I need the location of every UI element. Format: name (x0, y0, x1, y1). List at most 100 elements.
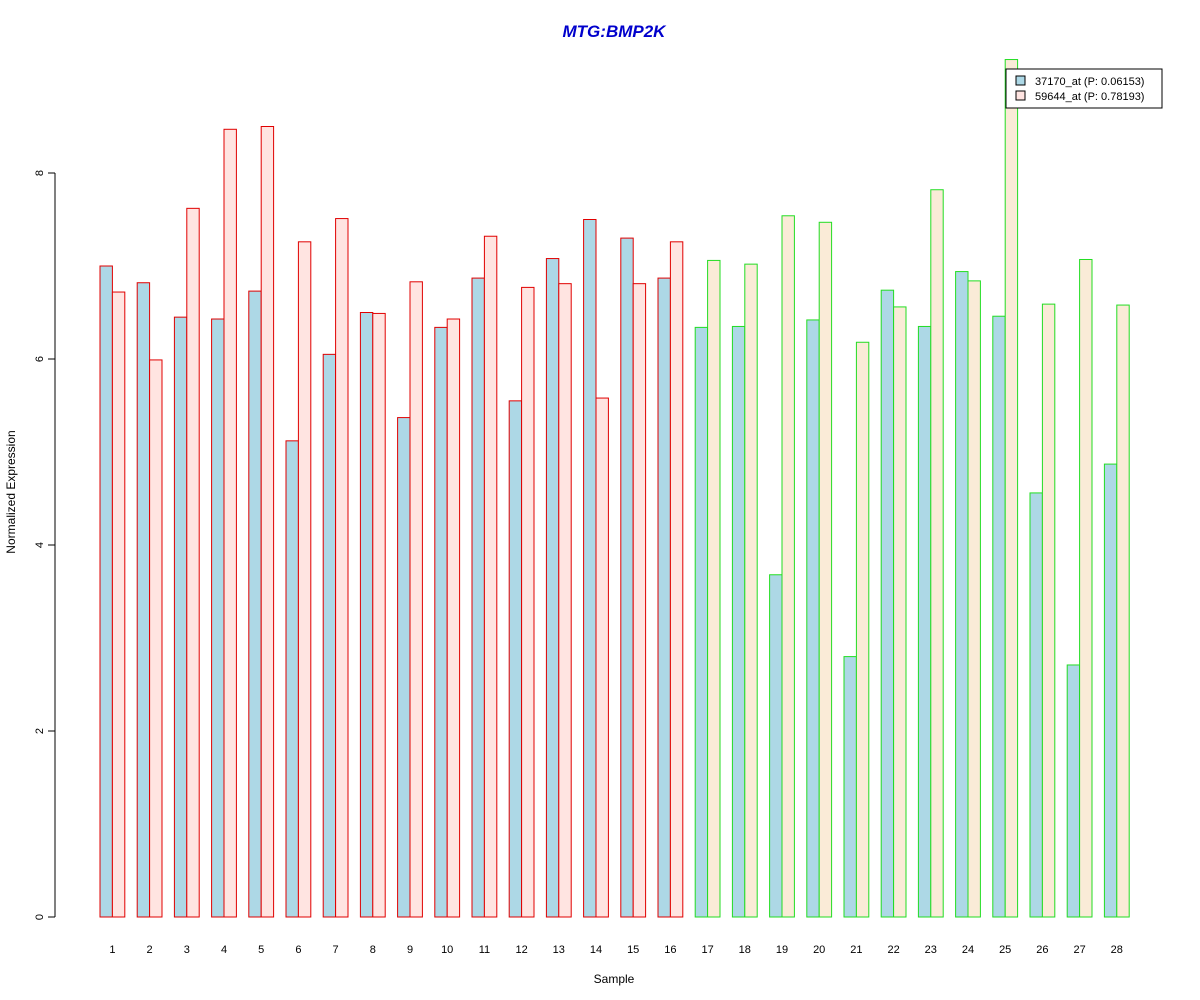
bar-37170-sample-28 (1103, 463, 1118, 918)
bar-37170-sample-24 (955, 271, 969, 918)
x-tick-label-14: 14 (590, 944, 602, 956)
bar-37170-sample-14 (583, 219, 597, 918)
bar-59644-sample-26 (1041, 303, 1056, 918)
y-tick-label-0: 0 (34, 914, 46, 920)
bar-59644-sample-11 (483, 235, 498, 918)
bar-59644-sample-20 (818, 221, 833, 918)
bar-59644-sample-4 (223, 128, 237, 918)
x-tick-label-13: 13 (553, 944, 565, 956)
x-tick-label-12: 12 (515, 944, 527, 956)
x-tick-label-7: 7 (333, 944, 339, 956)
x-tick-label-6: 6 (295, 944, 301, 956)
x-tick-label-23: 23 (925, 944, 937, 956)
bar-59644-sample-8 (372, 312, 386, 918)
bar-59644-sample-1 (111, 291, 126, 918)
y-tick-label-8: 8 (34, 170, 46, 176)
x-tick-label-17: 17 (701, 944, 713, 956)
legend-swatch-series-2 (1015, 90, 1026, 101)
y-tick-label-6: 6 (34, 356, 46, 362)
legend-label-series-2: 59644_at (P: 0.78193) (1035, 91, 1144, 103)
bar-37170-sample-21 (843, 656, 857, 918)
x-tick-label-11: 11 (479, 944, 490, 956)
x-tick-label-28: 28 (1111, 944, 1123, 956)
bar-59644-sample-13 (558, 283, 572, 918)
bar-59644-sample-27 (1079, 258, 1093, 918)
x-axis-labels: 1 2 3 4 5 6 7 8 9 10 11 12 13 14 15 16 17 18 19 20 21 22 23 24 2… (109, 944, 1123, 956)
y-tick-label-2: 2 (34, 728, 46, 734)
bar-59644-sample-10 (446, 318, 461, 918)
bar-37170-sample-20 (806, 319, 820, 918)
bar-37170-sample-16 (657, 277, 671, 918)
bar-37170-sample-1 (99, 265, 113, 918)
bar-37170-sample-5 (248, 290, 262, 918)
bar-37170-sample-4 (211, 318, 225, 918)
x-tick-label-26: 26 (1036, 944, 1048, 956)
x-tick-label-27: 27 (1073, 944, 1085, 956)
bar-59644-sample-9 (409, 281, 423, 918)
bar-37170-sample-9 (397, 417, 411, 918)
bar-59644-sample-18 (744, 263, 758, 918)
bar-59644-sample-25 (1004, 59, 1019, 918)
x-tick-label-15: 15 (627, 944, 639, 956)
bar-37170-sample-3 (173, 316, 188, 918)
bar-37170-sample-12 (508, 400, 523, 918)
legend-swatch-series-1 (1015, 75, 1026, 86)
x-tick-label-19: 19 (776, 944, 788, 956)
x-tick-label-21: 21 (850, 944, 862, 956)
x-tick-label-20: 20 (813, 944, 825, 956)
bar-37170-sample-23 (917, 325, 932, 918)
x-tick-label-1: 1 (109, 944, 115, 956)
bar-59644-sample-7 (335, 218, 349, 918)
x-tick-label-4: 4 (221, 944, 227, 956)
x-tick-label-18: 18 (739, 944, 751, 956)
legend-box (1005, 68, 1163, 109)
bar-59644-sample-16 (669, 241, 684, 918)
bar-59644-sample-5 (260, 126, 275, 918)
x-tick-label-10: 10 (441, 944, 453, 956)
x-tick-label-5: 5 (258, 944, 264, 956)
bar-37170-sample-27 (1066, 664, 1081, 918)
x-tick-label-16: 16 (664, 944, 676, 956)
bar-37170-sample-2 (136, 282, 151, 918)
bar-37170-sample-18 (731, 325, 746, 918)
bar-37170-sample-8 (359, 312, 374, 918)
bar-37170-sample-26 (1029, 492, 1043, 918)
x-tick-label-3: 3 (184, 944, 190, 956)
bar-37170-sample-11 (471, 277, 485, 918)
legend-label-series-1: 37170_at (P: 0.06153) (1035, 76, 1144, 88)
bar-59644-sample-2 (149, 359, 163, 918)
x-tick-label-22: 22 (887, 944, 899, 956)
chart-title: MTG:BMP2K (563, 22, 668, 41)
y-axis-label: Normalized Expression (4, 430, 18, 553)
bar-59644-sample-23 (930, 189, 944, 918)
bar-59644-sample-14 (595, 397, 609, 918)
bar-37170-sample-25 (992, 315, 1006, 918)
bar-37170-sample-15 (620, 237, 634, 918)
x-tick-label-9: 9 (407, 944, 413, 956)
y-tick-label-4: 4 (34, 542, 46, 548)
bar-37170-sample-6 (285, 440, 299, 918)
bar-37170-sample-19 (769, 574, 783, 918)
legend: 37170_at (P: 0.06153) 59644_at (P: 0.781… (1005, 68, 1163, 109)
x-axis-label: Sample (594, 972, 635, 986)
bar-37170-sample-17 (694, 326, 709, 918)
x-tick-label-2: 2 (147, 944, 153, 956)
bar-59644-sample-6 (297, 241, 312, 918)
y-axis: 0 2 4 6 8 (34, 170, 56, 920)
bar-37170-sample-10 (434, 326, 448, 918)
bar-59644-sample-17 (707, 259, 721, 918)
bar-37170-sample-13 (545, 258, 560, 918)
bar-37170-sample-22 (880, 289, 895, 918)
bar-59644-sample-19 (781, 215, 795, 918)
x-tick-label-25: 25 (999, 944, 1011, 956)
bar-37170-sample-7 (322, 353, 337, 918)
bar-59644-sample-24 (967, 280, 981, 918)
bar-59644-sample-22 (893, 306, 907, 918)
bar-59644-sample-15 (632, 283, 647, 918)
bar-59644-sample-12 (521, 286, 535, 918)
bar-59644-sample-21 (855, 341, 870, 918)
x-tick-label-24: 24 (962, 944, 974, 956)
x-tick-label-8: 8 (370, 944, 376, 956)
bar-59644-sample-28 (1116, 304, 1130, 918)
